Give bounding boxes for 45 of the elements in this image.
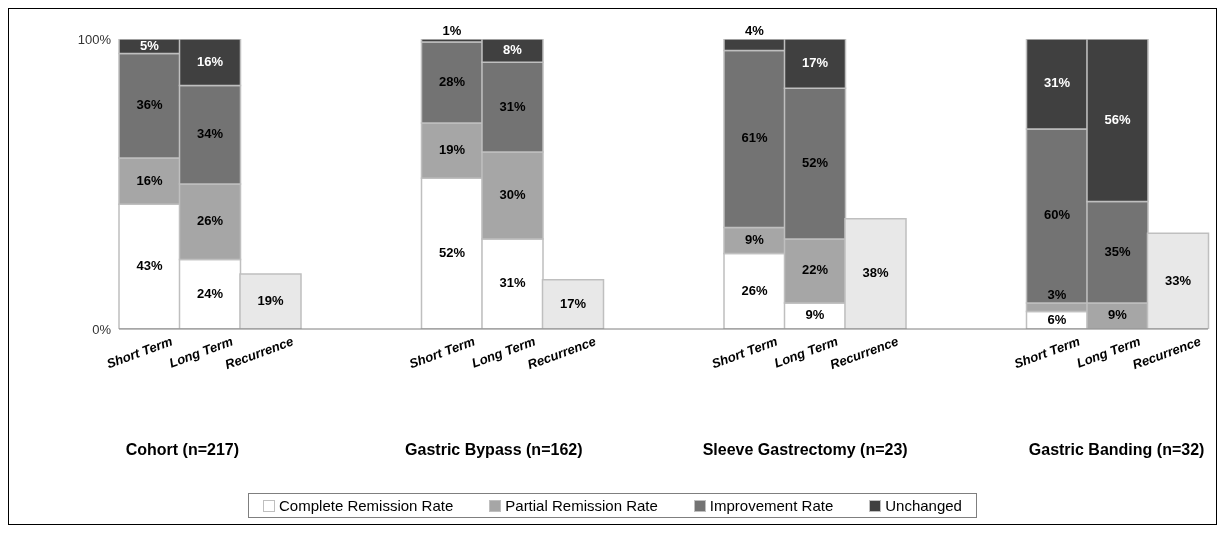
y-tick-label: 0% bbox=[92, 321, 112, 337]
data-label: 35% bbox=[1104, 243, 1131, 259]
legend-label: Unchanged bbox=[885, 497, 962, 514]
data-label: 38% bbox=[862, 265, 889, 281]
data-label: 61% bbox=[741, 130, 768, 146]
data-label: 31% bbox=[1043, 75, 1071, 91]
data-label: 31% bbox=[499, 275, 526, 291]
data-label: 31% bbox=[499, 98, 526, 114]
data-label: 17% bbox=[559, 295, 587, 311]
text: Gastric Bypass (n=162) bbox=[404, 441, 584, 459]
data-label: 28% bbox=[438, 73, 466, 89]
data-label: 56% bbox=[1104, 111, 1131, 127]
data-label: 33% bbox=[1164, 272, 1192, 288]
data-label: 16% bbox=[196, 53, 224, 69]
data-label: 52% bbox=[801, 155, 829, 171]
data-label: 22% bbox=[801, 262, 829, 278]
data-label: 3% bbox=[1047, 286, 1067, 302]
data-label: 52% bbox=[438, 245, 466, 261]
data-label: 9% bbox=[1108, 307, 1128, 323]
data-label: 17% bbox=[801, 55, 829, 71]
data-label: 26% bbox=[741, 282, 768, 298]
data-label: 5% bbox=[140, 37, 160, 53]
data-label: 43% bbox=[136, 258, 163, 274]
data-label: 34% bbox=[196, 126, 224, 142]
data-label: 8% bbox=[503, 42, 523, 58]
data-label: 26% bbox=[196, 213, 224, 229]
text: Cohort (n=217) bbox=[124, 441, 241, 459]
data-label: 60% bbox=[1043, 207, 1071, 223]
text: Gastric Banding (n=32) bbox=[1027, 441, 1206, 459]
legend-label: Partial Remission Rate bbox=[505, 497, 658, 514]
data-label: 6% bbox=[1047, 311, 1067, 327]
data-label: 19% bbox=[257, 292, 284, 308]
data-label: 9% bbox=[745, 231, 765, 247]
y-tick-label: 100% bbox=[77, 31, 112, 47]
data-label: 30% bbox=[499, 187, 526, 203]
text: Sleeve Gastrectomy (n=23) bbox=[701, 441, 909, 459]
data-label: 9% bbox=[805, 307, 825, 323]
legend-label: Improvement Rate bbox=[709, 497, 834, 514]
data-label: 24% bbox=[196, 285, 224, 301]
data-label: 19% bbox=[438, 142, 466, 158]
data-label: 4% bbox=[745, 23, 765, 38]
data-label: 36% bbox=[136, 97, 163, 113]
legend-label: Complete Remission Rate bbox=[279, 497, 454, 514]
data-label: 1% bbox=[442, 23, 462, 38]
data-label: 16% bbox=[136, 172, 163, 188]
